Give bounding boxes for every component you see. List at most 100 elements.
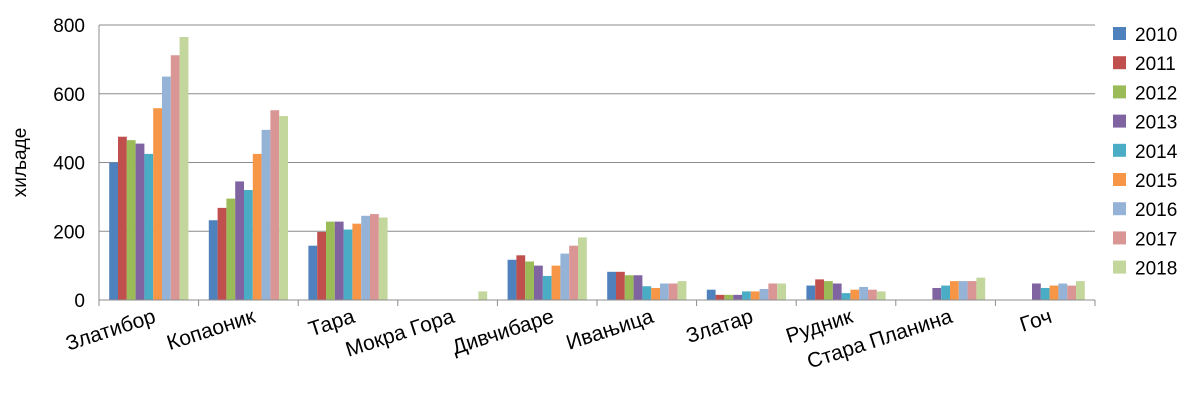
bar-2011 [317,231,326,300]
bar-2013 [733,294,742,300]
bar-2014 [244,190,253,300]
legend-swatch [1113,202,1126,216]
bar-2016 [759,289,769,300]
bar-2015 [153,108,162,300]
legend-label: 2012 [1135,83,1177,104]
bars [109,37,1085,300]
bar-2015 [352,223,362,300]
bar-2013 [633,275,643,300]
bar-2010 [208,220,218,300]
bar-2013 [932,287,942,300]
bar-2012 [126,140,136,300]
bar-2018 [478,291,488,300]
bar-2018 [976,277,986,300]
x-category-label: Ивањица [563,305,656,355]
legend-label: 2016 [1135,200,1177,221]
legend-label: 2015 [1135,171,1177,192]
bar-2018 [179,37,189,300]
bar-2011 [118,136,127,300]
x-category-label: Дивчибаре [449,305,556,359]
bar-2014 [1040,287,1050,300]
bar-2016 [261,129,271,300]
bar-2010 [806,285,816,300]
bar-2018 [777,283,786,300]
bar-2015 [1049,285,1059,300]
bar-2014 [343,229,353,300]
bar-2016 [859,286,868,300]
bar-2018 [1076,281,1085,300]
bar-2013 [235,181,244,300]
bar-2017 [370,214,379,300]
bar-2018 [876,291,886,300]
bar-2010 [607,271,616,300]
bar-2011 [715,294,725,300]
bar-2015 [950,281,959,300]
bar-2010 [308,245,318,300]
bar-2015 [850,289,860,300]
legend-label: 2013 [1135,113,1177,134]
bar-2012 [624,275,634,300]
bar-2017 [868,289,877,300]
bar-2017 [170,55,180,300]
bar-2014 [742,291,751,300]
bar-2016 [162,76,171,300]
bar-2013 [832,283,842,300]
legend-swatch [1113,260,1126,274]
bar-2010 [507,259,517,300]
bar-2017 [569,245,578,300]
y-tick-label: 600 [53,85,85,106]
bar-2018 [677,281,687,300]
bar-2016 [361,215,370,300]
y-tick-label: 0 [74,291,85,312]
axes [98,25,1096,306]
bar-2017 [768,283,778,300]
bar-2017 [967,281,977,300]
bar-2013 [334,221,344,300]
bar-2011 [616,271,625,300]
bar-2013 [135,143,145,300]
x-category-label: Златар [683,305,756,348]
x-category-label: Златибор [63,305,158,356]
bar-2013 [1032,283,1041,300]
legend-label: 2014 [1135,142,1178,163]
bar-2012 [824,281,833,300]
legend-swatch [1113,143,1126,157]
bar-2013 [534,265,543,300]
x-category-label: Копаоник [164,305,259,355]
bar-2015 [750,291,760,300]
bar-2014 [642,286,652,300]
bar-2016 [1058,283,1068,300]
bar-2015 [551,265,561,300]
legend-label: 2017 [1135,229,1177,250]
bar-2010 [706,289,716,300]
bar-2011 [217,207,227,300]
legend-swatch [1113,114,1126,128]
x-category-label: Гоч [1017,305,1055,337]
legend-swatch [1113,56,1126,70]
y-tick-label: 800 [53,16,85,37]
bar-2018 [279,116,288,300]
bar-2014 [542,275,552,300]
legend: 2010 2011 2012 2013 2014 2015 2016 2017 2018 [1113,25,1178,280]
bar-2011 [815,279,824,300]
bar-2015 [651,287,660,300]
bar-2017 [668,283,678,300]
x-category-label: Мокра Гора [343,305,458,362]
bar-2012 [326,221,335,300]
bar-2018 [378,217,388,300]
y-tick-labels: 0 200 400 600 800 [53,16,85,312]
bar-2016 [660,283,669,300]
bar-2014 [941,285,950,300]
bar-2014 [144,153,154,300]
bar-2012 [525,261,534,300]
bar-2018 [578,237,587,300]
legend-swatch [1113,27,1126,40]
y-tick-label: 400 [53,154,85,175]
bar-2012 [724,294,734,300]
y-axis-title: хиљаде [10,128,31,198]
legend-swatch [1113,231,1126,245]
legend-label: 2018 [1135,259,1177,280]
y-tick-label: 200 [53,222,85,243]
